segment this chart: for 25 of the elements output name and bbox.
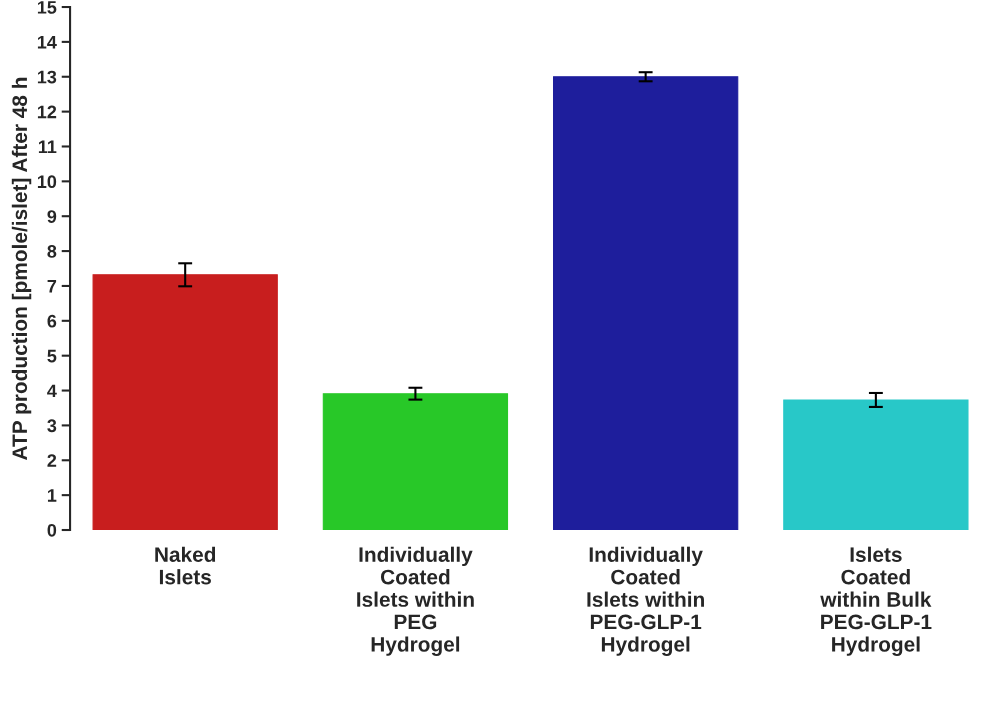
y-tick-label: 1 [47,489,57,502]
y-tick-label: 8 [47,245,57,258]
x-tick-label: Islets Coated within Bulk PEG-GLP-1 Hydrogel [820,546,932,656]
y-tick-label: 7 [47,280,57,293]
y-tick-label: 13 [37,70,57,84]
y-tick-label: 6 [47,314,57,328]
y-tick-label: 10 [37,175,57,189]
y-tick-label: 15 [37,1,57,14]
bar [783,399,969,531]
bar [552,76,739,531]
x-tick-label: Individually Coated Islets within PEG Hydrogel [357,546,474,656]
x-tick-label: Naked Islets [155,546,216,585]
bar [322,393,509,531]
y-tick-label: 11 [38,140,57,154]
y-tick-label: 4 [47,384,57,398]
y-tick-label: 5 [47,349,57,363]
y-axis-title: ATP production [pmole/islet] After 48 h [11,77,32,460]
y-tick-label: 9 [47,210,57,223]
x-tick-label: Individually Coated Islets within PEG-GLP-1 Hydrogel [587,546,704,656]
y-tick-label: 12 [37,105,57,119]
bar [92,274,278,531]
y-tick-label: 0 [47,523,57,537]
y-tick-label: 2 [47,454,57,467]
y-tick-label: 3 [47,419,57,433]
y-tick-label: 14 [37,36,57,49]
